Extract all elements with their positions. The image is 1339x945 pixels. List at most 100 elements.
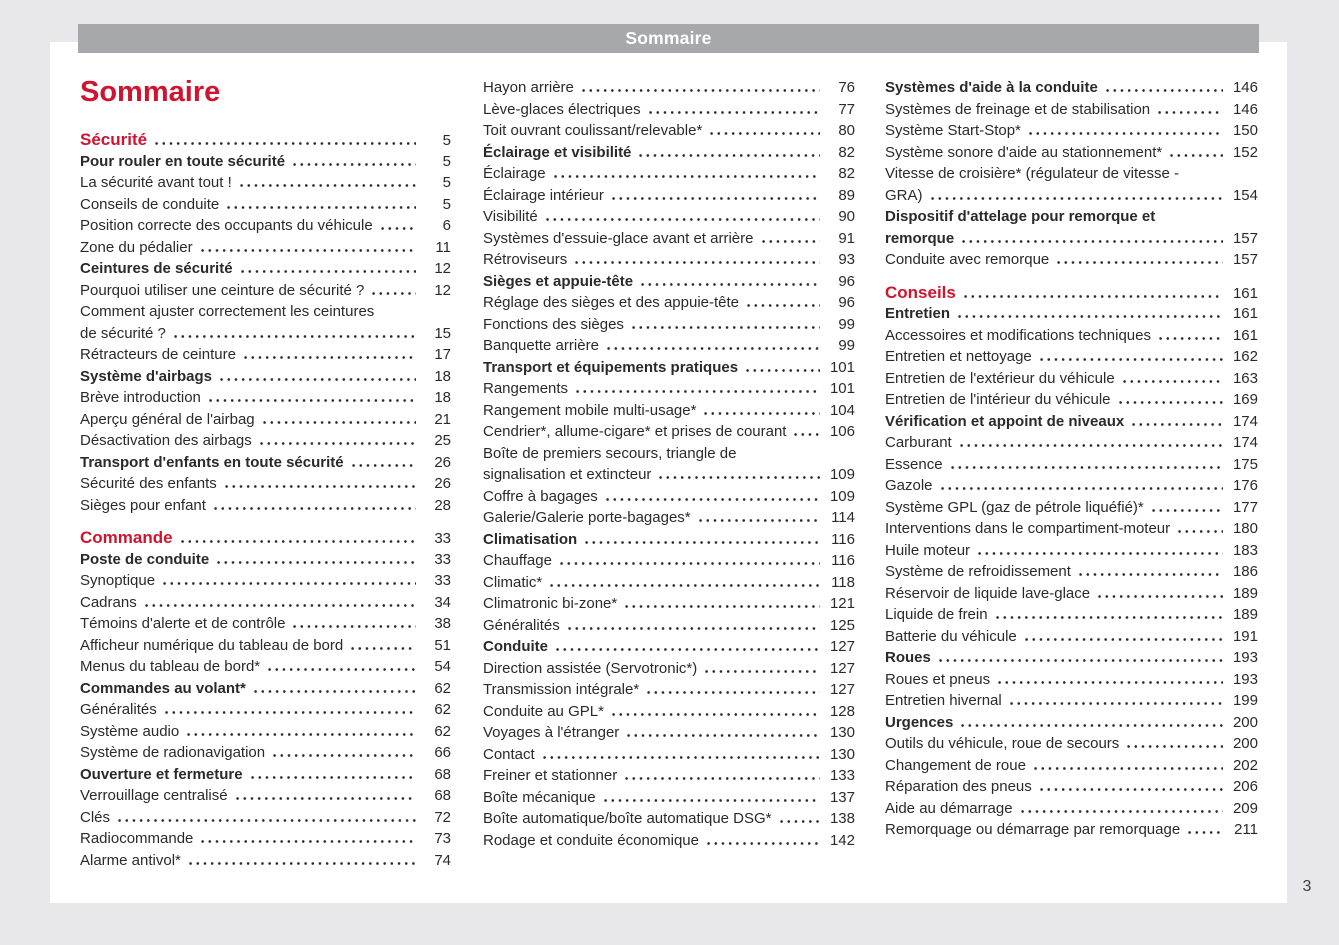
- toc-entry-page: 99: [838, 337, 855, 354]
- toc-entry: Cadrans 34: [80, 592, 451, 614]
- toc-leader-dots: [198, 248, 416, 252]
- toc-entry: Rodage et conduite économique 142: [483, 830, 855, 852]
- toc-entry-page: 125: [829, 616, 855, 634]
- toc-leader-dots: [142, 603, 416, 607]
- toc-entry-page: 130: [829, 724, 855, 741]
- toc-entry: Radiocommande 73: [80, 828, 451, 850]
- toc-entry: Direction assistée (Servotronic*) 127: [483, 658, 855, 680]
- toc-entry-label: Zone du pédalier: [80, 238, 193, 256]
- toc-entry-page: 73: [434, 830, 451, 847]
- toc-leader-dots: [178, 540, 416, 543]
- toc-entry: Batterie du véhicule 191: [885, 626, 1258, 648]
- toc-entry: Entretien de l'intérieur du véhicule 169: [885, 389, 1258, 411]
- toc-entry-label: Conduite au GPL*: [483, 702, 604, 720]
- toc-entry: Visibilité 90: [483, 206, 855, 228]
- toc-entry: Sécurité 5: [80, 129, 451, 151]
- toc-entry-label: Clés: [80, 808, 111, 826]
- toc-entry-label: Carburant: [885, 434, 952, 451]
- toc-entry-label: Visibilité: [483, 208, 538, 225]
- toc-leader-dots: [543, 218, 820, 221]
- toc-entry-page: 146: [1232, 79, 1258, 96]
- toc-entry-label: Systèmes de freinage et de stabilisation: [885, 100, 1151, 118]
- toc-leader-dots: [171, 334, 416, 338]
- toc-entry: Réglage des sièges et des appuie-tête 96: [483, 292, 855, 314]
- toc-entry-label: Roues et pneus: [885, 670, 991, 688]
- toc-leader-dots: [554, 648, 820, 651]
- toc-entry-label: Systèmes d'essuie-glace avant et arrière: [483, 229, 754, 247]
- toc-entry-label: Conseils: [885, 282, 956, 302]
- toc-entry-page: 21: [434, 410, 451, 428]
- toc-entry-page: 161: [1232, 305, 1258, 322]
- toc-entry-page: 82: [838, 143, 855, 161]
- toc-entry-label: Galerie/Galerie porte-bagages*: [483, 509, 691, 526]
- toc-entry-page: 11: [435, 238, 451, 256]
- toc-entry-label: Pourquoi utiliser une ceinture de sécuri…: [80, 281, 365, 299]
- toc-entry-label: Hayon arrière: [483, 79, 574, 96]
- toc-entry-page: 116: [831, 530, 855, 548]
- toc-entry-label: Huile moteur: [885, 541, 971, 559]
- toc-entry-page: 5: [442, 132, 451, 149]
- toc-entry-label: Afficheur numérique du tableau de bord: [80, 636, 344, 654]
- toc-leader-dots: [1037, 358, 1223, 361]
- toc-column-2: Hayon arrière 76 Lève-glaces électriques 77…: [483, 77, 855, 851]
- toc-entry-label: Généralités: [483, 616, 560, 634]
- toc-leader-dots: [956, 315, 1223, 318]
- toc-entry: Pour rouler en toute sécurité 5: [80, 151, 451, 173]
- toc-entry: Éclairage intérieur 89: [483, 185, 855, 207]
- toc-entry-page: 93: [838, 251, 855, 268]
- toc-entry-page: 15: [434, 324, 451, 342]
- toc-entry-page: 177: [1232, 498, 1258, 516]
- toc-entry: Synoptique 33: [80, 570, 451, 592]
- toc-entry-label: Système Start-Stop*: [885, 122, 1021, 139]
- toc-entry-label: Ouverture et fermeture: [80, 765, 243, 783]
- toc-entry: Interventions dans le compartiment-moteu…: [885, 518, 1258, 540]
- toc-entry-page: 157: [1232, 251, 1258, 268]
- toc-entry-page: 130: [829, 745, 855, 763]
- toc-entry: Changement de roue 202: [885, 755, 1258, 777]
- toc-leader-dots: [1076, 573, 1223, 576]
- toc-entry-label: Changement de roue: [885, 756, 1026, 774]
- toc-leader-dots: [251, 689, 416, 693]
- toc-entry-label: Commande: [80, 528, 173, 547]
- toc-entry: Clés 72: [80, 807, 451, 829]
- toc-entry: Dispositif d'attelage pour remorque et: [885, 206, 1258, 228]
- toc-entry: Poste de conduite 33: [80, 549, 451, 571]
- toc-entry: Gazole 176: [885, 475, 1258, 497]
- toc-entry-label: Système sonore d'aide au stationnement*: [885, 143, 1163, 161]
- toc-entry-page: 127: [829, 681, 855, 698]
- toc-entry-label: GRA): [885, 186, 923, 204]
- toc-entry-label: Synoptique: [80, 572, 156, 589]
- toc-entry-label: Sièges et appuie-tête: [483, 272, 634, 290]
- toc-entry-label: Pour rouler en toute sécurité: [80, 152, 286, 170]
- toc-entry-page: 51: [434, 636, 451, 654]
- toc-entry-page: 96: [838, 272, 855, 290]
- toc-leader-dots: [241, 356, 416, 359]
- toc-entry-label: remorque: [885, 229, 955, 247]
- toc-entry-page: 163: [1232, 369, 1258, 387]
- toc-entry: remorque 157: [885, 228, 1258, 250]
- toc-leader-dots: [957, 444, 1223, 447]
- toc-entry: Outils du véhicule, roue de secours 200: [885, 733, 1258, 755]
- toc-leader-dots: [217, 377, 416, 381]
- toc-leader-dots: [370, 291, 416, 295]
- toc-entry-page: 169: [1232, 391, 1258, 408]
- toc-leader-dots: [579, 89, 820, 92]
- toc-entry-label: Rodage et conduite économique: [483, 831, 699, 849]
- toc-entry: Entretien et nettoyage 162: [885, 346, 1258, 368]
- toc-leader-dots: [1186, 831, 1223, 834]
- toc-entry-page: 191: [1232, 627, 1258, 645]
- toc-leader-dots: [702, 411, 820, 415]
- toc-entry-page: 138: [829, 810, 855, 827]
- toc-entry: Chauffage 116: [483, 550, 855, 572]
- toc-entry-label: Éclairage: [483, 165, 546, 182]
- toc-entry-label: Entretien: [885, 305, 951, 322]
- toc-entry: Ouverture et fermeture 68: [80, 764, 451, 786]
- toc-entry: Essence 175: [885, 454, 1258, 476]
- toc-leader-dots: [601, 798, 820, 802]
- toc-entry-page: 180: [1232, 520, 1258, 537]
- toc-entry-page: 68: [434, 765, 451, 783]
- toc-entry: Système sonore d'aide au stationnement* 1…: [885, 142, 1258, 164]
- toc-entry: Conduite avec remorque 157: [885, 249, 1258, 271]
- toc-entry: Remorquage ou démarrage par remorquage 21…: [885, 819, 1258, 841]
- toc-leader-dots: [993, 616, 1223, 619]
